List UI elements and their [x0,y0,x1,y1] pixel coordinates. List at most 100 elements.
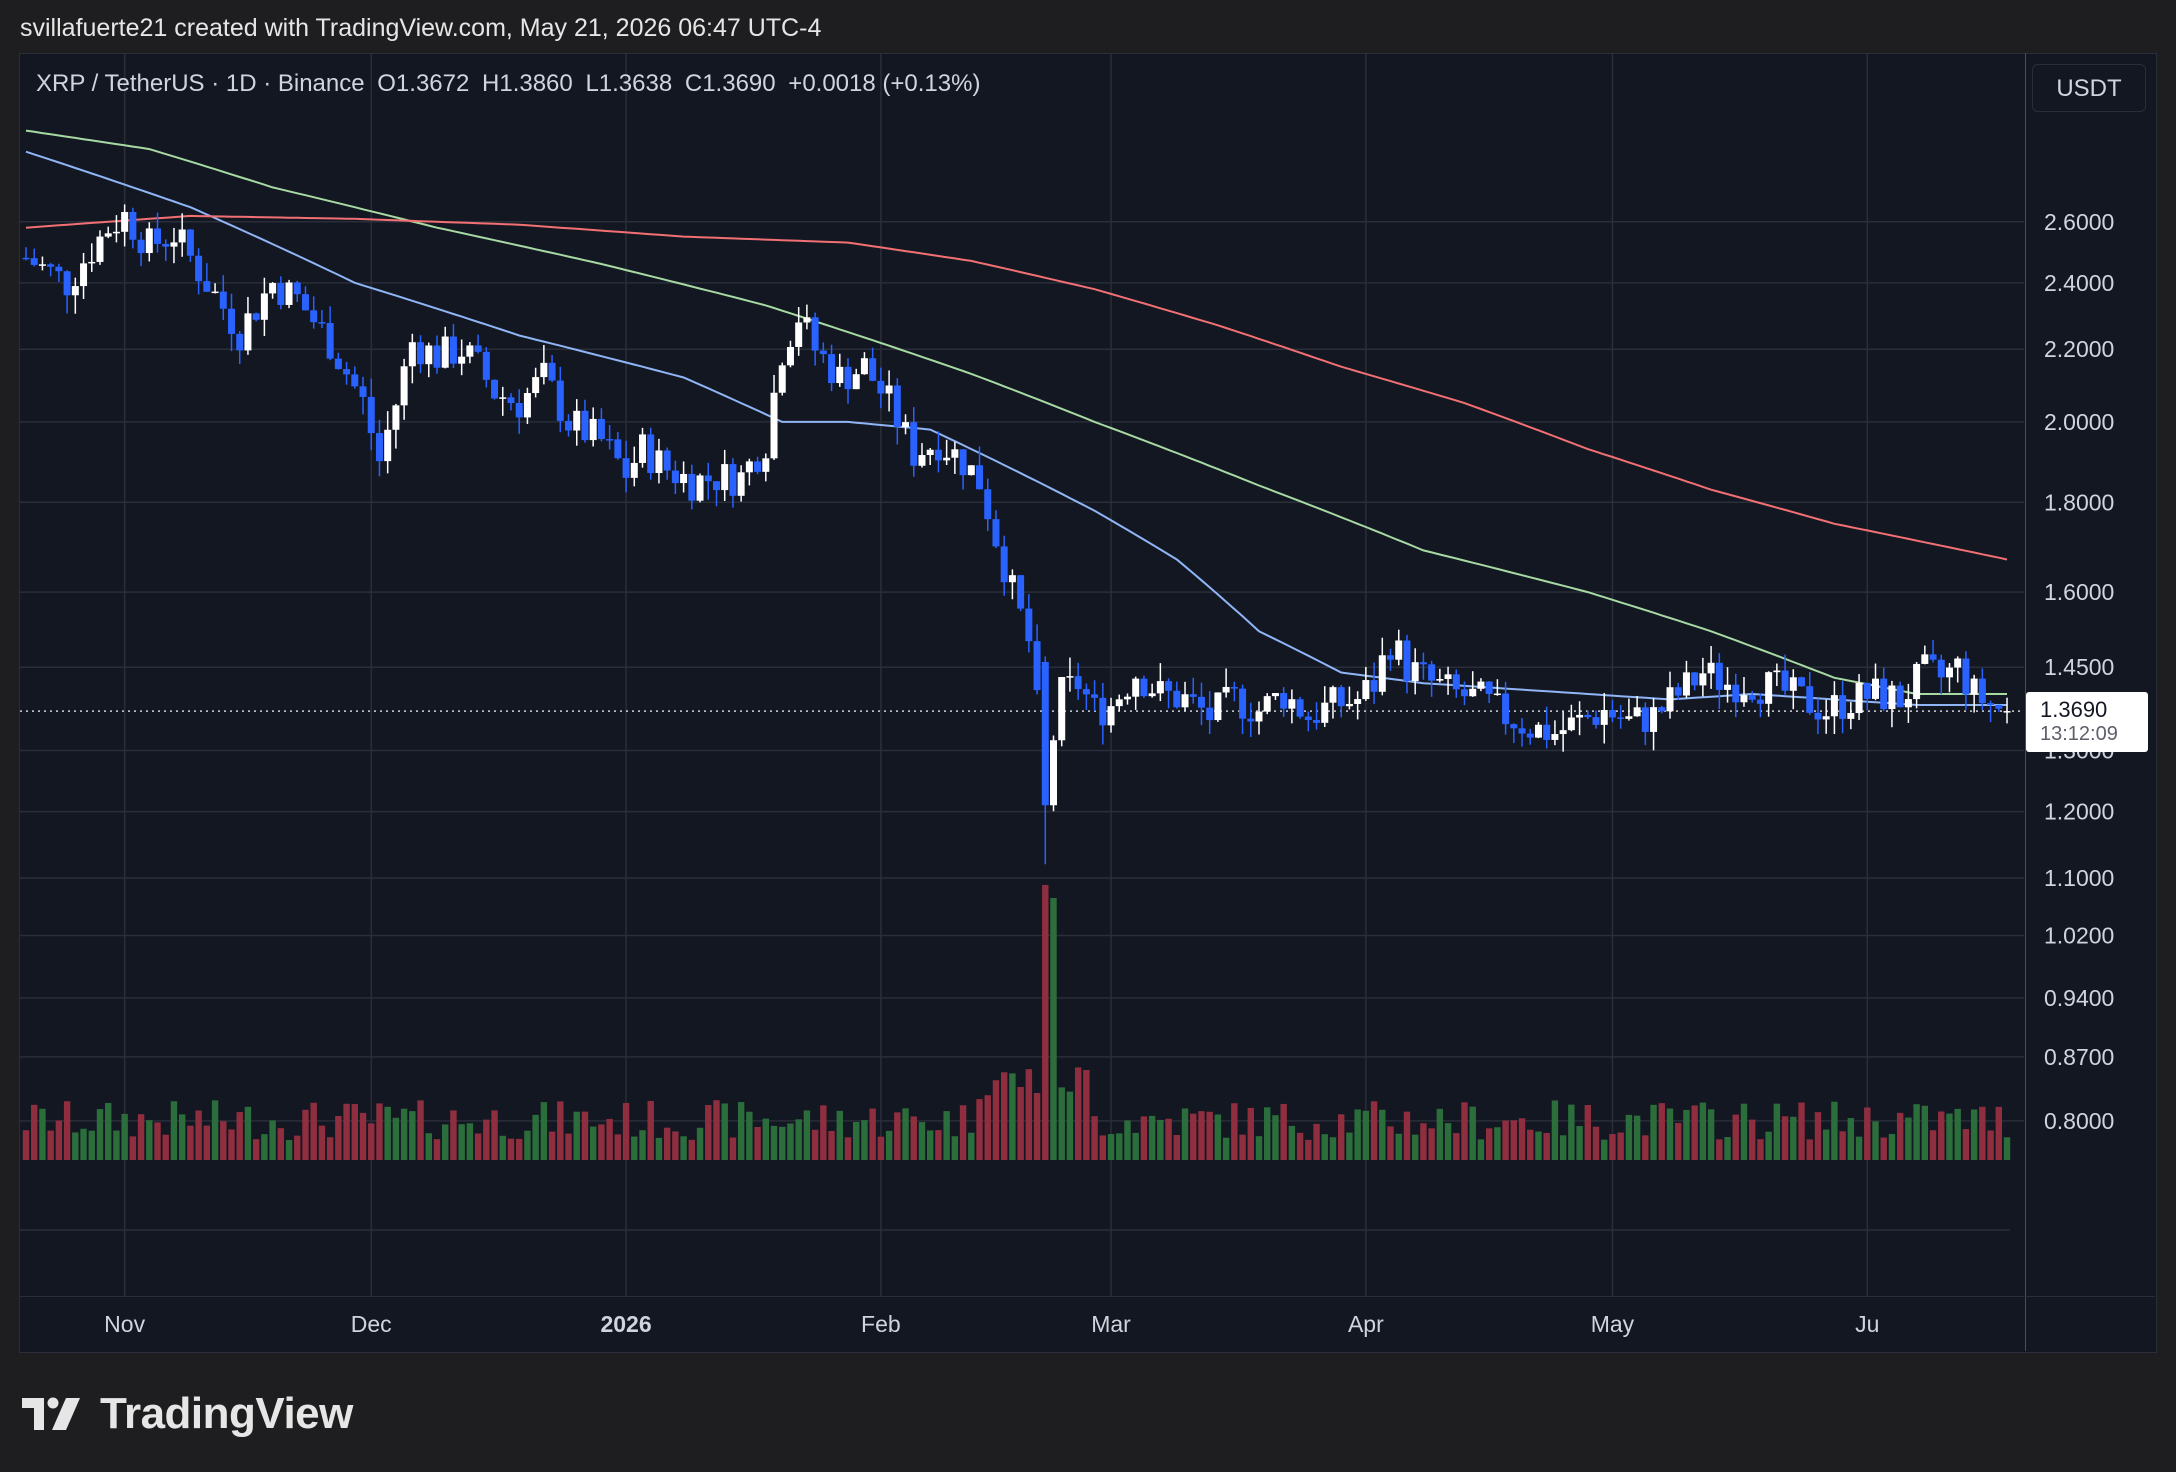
volume-bar [992,1080,1000,1160]
volume-bar [211,1100,219,1160]
candle-body [1978,678,1986,704]
candle-body [408,342,416,367]
candle-body [1239,688,1247,719]
volume-bar [573,1111,580,1160]
candle-body [1666,687,1674,712]
volume-bar [1494,1127,1501,1160]
volume-bar [1091,1116,1098,1160]
moving-averages [20,129,2024,712]
volume-bar [1551,1100,1559,1160]
candle-body [2003,711,2011,713]
price-tick-label: 1.6000 [2044,579,2114,605]
candle-body [803,317,811,323]
candle-body [1387,655,1395,660]
currency-button[interactable]: USDT [2032,64,2146,112]
candle-body [869,358,877,381]
volume-bar [1814,1112,1822,1160]
tradingview-logo-icon [22,1397,80,1430]
price-tick-label: 2.6000 [2044,209,2114,235]
open-value: O1.3672 [377,70,470,97]
volume-bar [1880,1137,1887,1160]
candle-body [1740,695,1748,703]
volume-bar [581,1111,589,1160]
volume-bar [384,1106,391,1160]
volume-bar [754,1126,761,1160]
volume-bar [1502,1120,1509,1160]
volume-bar [787,1123,794,1160]
candle-body [671,470,679,484]
candle-body [959,449,967,476]
candle-body [1789,677,1797,691]
volume-bar [828,1131,835,1160]
volume-bar [39,1108,46,1160]
price-tick-label: 1.8000 [2044,489,2114,515]
candle-body [606,439,614,441]
volume-bar [1305,1139,1312,1160]
candle-body [449,336,457,364]
candle-body [1329,687,1337,703]
candle-body [318,322,326,324]
candle-body [786,346,794,366]
symbol-legend[interactable]: XRP / TetherUS · 1D · Binance O1.3672 H1… [36,70,986,98]
candle-body [1477,681,1485,689]
volume-bar [1527,1129,1534,1160]
volume-bar [1140,1116,1148,1160]
volume-bar [1338,1114,1345,1160]
candle-body [400,366,408,406]
candle-body [1863,682,1871,699]
candle-body [1041,661,1049,806]
candle-body [112,231,120,234]
candle-body [1436,678,1444,681]
volume-bar [861,1120,868,1160]
candle-body [836,366,844,384]
tradingview-brand[interactable]: TradingView [22,1386,353,1442]
candle-body [1082,689,1090,695]
volume-bar [154,1122,161,1160]
candle-body [1987,703,1995,705]
volume-bar [696,1127,704,1160]
candle-body [178,229,186,243]
volume-bar [1296,1132,1304,1160]
candle-body [1123,696,1131,700]
volume-bar [244,1106,252,1160]
change-value: +0.0018 (+0.13%) [788,70,981,97]
candle-body [186,229,194,256]
volume-bar [1872,1121,1879,1160]
ma-mid-line [25,129,2007,695]
candle-body [195,255,203,282]
volume-bar [1198,1111,1205,1160]
candle-body [1214,692,1222,721]
volume-bar [1444,1123,1452,1160]
volume-bar [1740,1103,1748,1160]
candle-body [762,458,770,472]
volume-bar [639,1130,646,1160]
volume-bar [1995,1106,2002,1160]
volume-bar [1987,1130,1994,1160]
volume-bar [170,1101,178,1160]
volume-bar [63,1101,71,1160]
candle-body [1633,707,1641,717]
volume-bar [1559,1135,1567,1160]
volume-bar [540,1102,548,1160]
candle-body [1485,681,1493,694]
symbol-name[interactable]: XRP / TetherUS · 1D · Binance [36,70,365,97]
volume-bar [1074,1067,1082,1160]
candle-body [121,212,129,232]
candle-body [943,457,951,461]
volume-bar [968,1132,975,1160]
volume-bar [516,1138,523,1160]
last-price-label: 1.3690 13:12:09 [2026,692,2148,752]
price-axis-separator [2025,53,2026,1351]
candle-body [228,308,235,334]
candle-body [1025,608,1033,642]
candle-body [466,345,474,357]
candle-body [219,291,227,309]
volume-bar [622,1103,630,1160]
candle-body [745,461,753,473]
volume-bar [425,1133,432,1160]
volume-bar [713,1100,720,1160]
volume-bar [1979,1106,1986,1160]
volume-bar [1280,1103,1287,1160]
volume-bar [1970,1109,1978,1160]
